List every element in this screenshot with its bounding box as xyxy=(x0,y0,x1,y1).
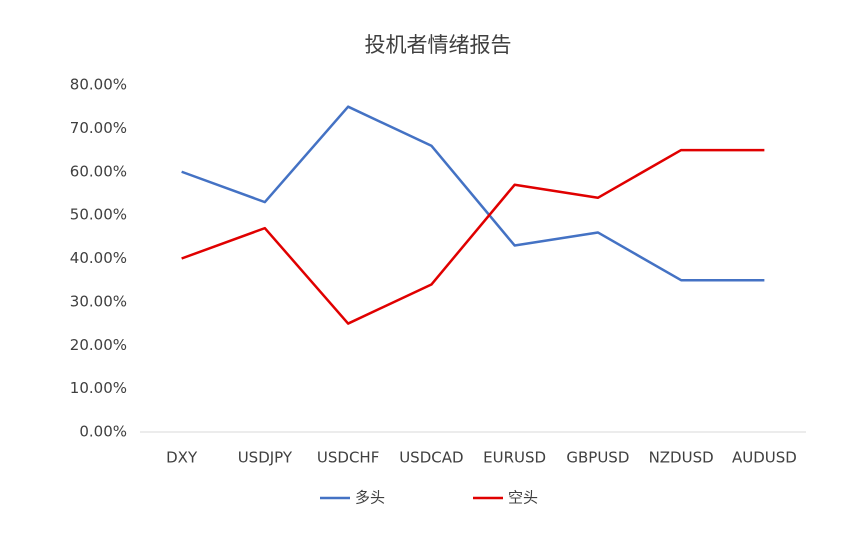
legend-label: 多头 xyxy=(355,489,385,507)
x-tick-label: DXY xyxy=(166,449,198,467)
y-tick-label: 20.00% xyxy=(70,336,127,354)
y-tick-label: 50.00% xyxy=(70,206,127,224)
chart-title: 投机者情绪报告 xyxy=(365,33,512,57)
y-tick-label: 60.00% xyxy=(70,162,127,180)
y-tick-label: 30.00% xyxy=(70,292,127,310)
x-tick-label: GBPUSD xyxy=(566,449,629,467)
x-tick-label: USDCAD xyxy=(399,449,463,467)
series-line xyxy=(181,148,765,325)
x-tick-label: AUDUSD xyxy=(732,449,797,467)
legend-label: 空头 xyxy=(508,489,538,507)
x-tick-label: NZDUSD xyxy=(649,449,714,467)
y-tick-label: 70.00% xyxy=(70,119,127,137)
x-tick-label: EURUSD xyxy=(483,449,546,467)
y-tick-label: 80.00% xyxy=(70,76,127,94)
y-tick-label: 0.00% xyxy=(79,423,127,441)
x-tick-label: USDJPY xyxy=(238,449,293,467)
y-tick-label: 10.00% xyxy=(70,379,127,397)
series-line xyxy=(181,105,765,282)
y-tick-label: 40.00% xyxy=(70,249,127,267)
x-tick-label: USDCHF xyxy=(317,449,379,467)
